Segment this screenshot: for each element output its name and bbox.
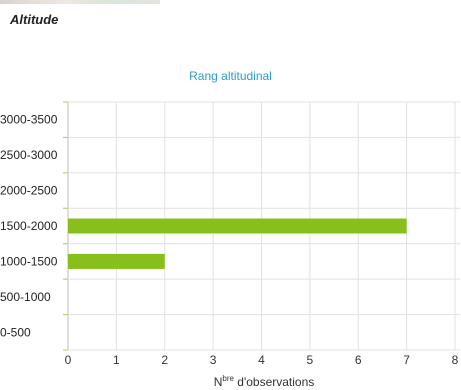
x-tick-label: 2 [161, 353, 168, 367]
header-image-strip [0, 0, 160, 4]
x-tick-label: 1 [113, 353, 120, 367]
y-tick-label: 3000-3500 [0, 113, 58, 127]
y-tick-labels: 3000-3500 2500-3000 2000-2500 1500-2000 1000… [0, 113, 58, 340]
y-tick-label: 2000-2500 [0, 184, 58, 198]
y-tick-label: 500-1000 [0, 290, 51, 304]
y-tick-label: 1000-1500 [0, 254, 58, 268]
x-tick-label: 0 [65, 353, 72, 367]
y-tick-label: 0-500 [0, 325, 31, 339]
x-tick-label: 7 [403, 353, 410, 367]
x-tick-labels: 0 1 2 3 4 5 6 7 8 [65, 353, 459, 367]
x-tick-label: 4 [258, 353, 265, 367]
section-title: Altitude [10, 12, 59, 27]
bars [68, 218, 407, 269]
bar [68, 253, 165, 269]
x-tick-label: 5 [307, 353, 314, 367]
x-axis-label-superscript: bre [222, 374, 234, 383]
x-axis-label: Nbre d'observations [214, 374, 315, 389]
x-axis-label-suffix: d'observations [234, 375, 314, 389]
chart-title: Rang altitudinal [189, 69, 272, 83]
x-tick-label: 3 [210, 353, 217, 367]
x-axis-label-prefix: N [214, 375, 223, 389]
bar [68, 218, 407, 234]
x-tick-label: 6 [355, 353, 362, 367]
y-tick-label: 2500-3000 [0, 148, 58, 162]
x-tick-label: 8 [452, 353, 459, 367]
y-tick-label: 1500-2000 [0, 219, 58, 233]
